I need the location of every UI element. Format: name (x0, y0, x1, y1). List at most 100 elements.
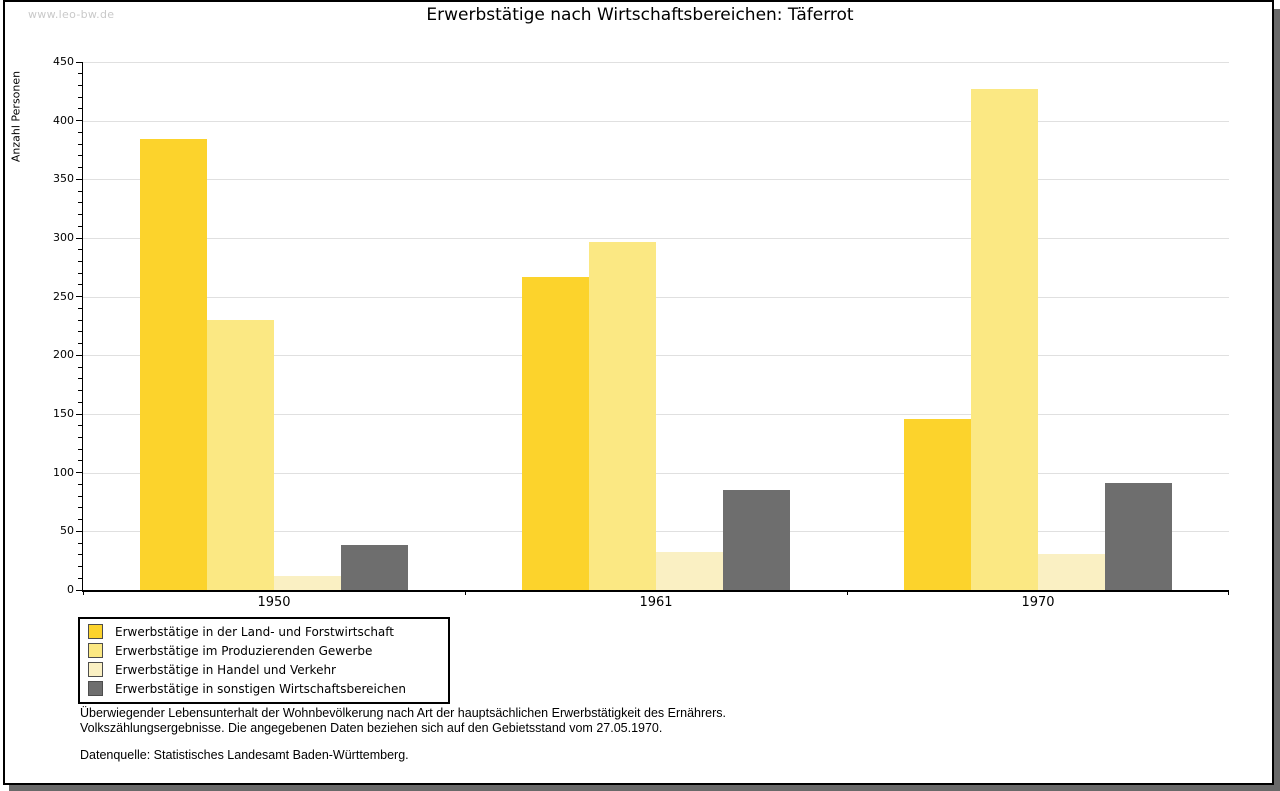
y-tick-minor (78, 249, 82, 251)
y-tick-minor (78, 260, 82, 262)
y-tick-label: 450 (53, 55, 74, 68)
y-tick-minor (78, 378, 82, 380)
y-tick-minor (78, 519, 82, 521)
y-tick-minor (78, 495, 82, 497)
y-tick-major (76, 530, 82, 532)
site-watermark: www.leo-bw.de (28, 8, 115, 21)
gridline-y250 (83, 296, 1229, 298)
legend-swatch-icon (88, 624, 103, 639)
gridline-y100 (83, 472, 1229, 474)
legend-swatch-icon (88, 662, 103, 677)
bar-1950-series4 (341, 545, 408, 590)
y-tick-minor (78, 483, 82, 485)
y-tick-label: 300 (53, 231, 74, 244)
data-source: Datenquelle: Statistisches Landesamt Bad… (80, 748, 409, 762)
bar-1950-series1 (140, 139, 207, 590)
y-tick-minor (78, 425, 82, 427)
y-tick-minor (78, 331, 82, 333)
x-tick (1228, 590, 1229, 595)
legend-swatch-icon (88, 681, 103, 696)
legend-swatch-icon (88, 643, 103, 658)
y-tick-minor (78, 284, 82, 286)
y-tick-major (76, 237, 82, 239)
gridline-y150 (83, 414, 1229, 415)
legend-item-label: Erwerbstätige im Produzierenden Gewerbe (115, 643, 373, 658)
bar-1961-series1 (522, 276, 589, 590)
y-tick-label: 200 (53, 348, 74, 362)
gridline-y50 (83, 531, 1229, 533)
y-tick-minor (78, 542, 82, 544)
x-tick (847, 590, 848, 595)
y-tick-minor (78, 577, 82, 579)
y-tick-minor (78, 190, 82, 192)
bar-1970-series3 (1038, 553, 1105, 590)
bar-1961-series2 (589, 241, 656, 590)
x-category-label: 1970 (1021, 595, 1055, 610)
plot-area: 0 50 100 150 200 250 300 350 400 450 1950 1961 1970 (53, 55, 1229, 610)
legend-item-label: Erwerbstätige in Handel und Verkehr (115, 662, 336, 677)
legend-box: Erwerbstätige in der Land- und Forstwirt… (78, 617, 450, 704)
y-tick-major (76, 120, 82, 122)
y-tick-major (76, 354, 82, 356)
x-tick (83, 590, 84, 595)
y-tick-minor (78, 272, 82, 274)
y-tick-minor (78, 566, 82, 568)
bar-1961-series4 (723, 490, 790, 590)
y-tick-minor (78, 96, 82, 98)
gridline-y200 (83, 355, 1229, 357)
legend-item-4: Erwerbstätige in sonstigen Wirtschaftsbe… (80, 679, 448, 698)
y-tick-minor (78, 167, 82, 169)
page-title: Erwerbstätige nach Wirtschaftsbereichen:… (426, 5, 854, 25)
bar-1950-series2 (207, 320, 274, 590)
y-tick-minor (78, 401, 82, 403)
bar-1961-series3 (656, 552, 723, 590)
bar-1970-series1 (904, 418, 971, 590)
y-tick-minor (78, 214, 82, 216)
y-tick-label: 100 (53, 465, 74, 479)
y-tick-minor (78, 73, 82, 75)
y-tick-minor (78, 84, 82, 86)
bar-1970-series4 (1105, 483, 1172, 590)
y-tick-label: 50 (60, 524, 74, 538)
y-tick-minor (78, 143, 82, 145)
y-tick-major (76, 589, 82, 591)
bar-1970-series2 (971, 89, 1038, 590)
y-tick-minor (78, 108, 82, 110)
y-tick-label: 350 (53, 172, 74, 186)
y-tick-minor (78, 390, 82, 392)
y-tick-label: 150 (53, 407, 74, 420)
legend-list: Erwerbstätige in der Land- und Forstwirt… (80, 622, 448, 698)
x-category-label: 1961 (639, 595, 673, 610)
y-tick-minor (78, 448, 82, 450)
x-tick (465, 590, 466, 595)
legend-item-label: Erwerbstätige in sonstigen Wirtschaftsbe… (115, 681, 407, 696)
y-tick-minor (78, 343, 82, 345)
footnote-line2: Volkszählungsergebnisse. Die angegebenen… (80, 720, 663, 735)
y-tick-minor (78, 131, 82, 133)
y-tick-minor (78, 507, 82, 509)
bar-1950-series3 (274, 575, 341, 590)
gridline-y300 (83, 238, 1229, 239)
y-tick-minor (78, 319, 82, 321)
y-tick-major (76, 472, 82, 474)
gridline-y350 (83, 179, 1229, 181)
legend-item-1: Erwerbstätige in der Land- und Forstwirt… (80, 622, 448, 641)
y-tick-major (76, 61, 82, 63)
x-category-label: 1950 (257, 595, 291, 610)
y-tick-major (76, 413, 82, 415)
gridline-y450 (83, 62, 1229, 63)
y-tick-label: 250 (53, 289, 74, 303)
legend-item-2: Erwerbstätige im Produzierenden Gewerbe (80, 641, 448, 660)
y-tick-minor (78, 554, 82, 556)
footnote: Überwiegender Lebensunterhalt der Wohnbe… (80, 706, 1180, 735)
footnote-line1: Überwiegender Lebensunterhalt der Wohnbe… (80, 706, 726, 720)
legend-item-label: Erwerbstätige in der Land- und Forstwirt… (115, 624, 394, 639)
y-tick-minor (78, 436, 82, 438)
y-tick-minor (78, 225, 82, 227)
y-tick-major (76, 296, 82, 298)
y-axis-title: Anzahl Personen (9, 70, 23, 163)
y-tick-label: 400 (53, 113, 74, 127)
legend-item-3: Erwerbstätige in Handel und Verkehr (80, 660, 448, 679)
y-tick-major (76, 178, 82, 180)
y-tick-minor (78, 366, 82, 368)
